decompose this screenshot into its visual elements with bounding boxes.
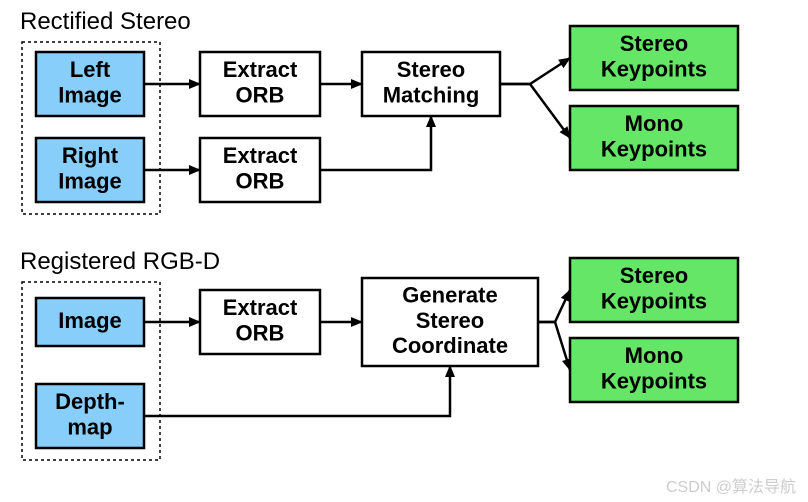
node-text-stereo-match-l0: Stereo xyxy=(397,57,465,82)
edge-e4 xyxy=(320,116,431,170)
node-text-mono-kp-1-l1: Keypoints xyxy=(601,136,707,161)
node-extract-orb-1: ExtractORB xyxy=(200,52,320,116)
node-text-left-image-l1: Image xyxy=(58,82,122,107)
edge-e5 xyxy=(500,58,570,84)
node-text-depth-map-l1: map xyxy=(67,414,112,439)
node-text-gen-stereo-l0: Generate xyxy=(402,283,497,308)
node-text-extract-orb-1-l1: ORB xyxy=(236,82,285,107)
edge-e10 xyxy=(538,290,570,322)
node-text-left-image-l0: Left xyxy=(70,57,111,82)
node-extract-orb-3: ExtractORB xyxy=(200,290,320,354)
node-text-mono-kp-1-l0: Mono xyxy=(625,111,684,136)
node-text-stereo-kp-1-l0: Stereo xyxy=(620,31,688,56)
node-left-image: LeftImage xyxy=(36,52,144,116)
node-text-mono-kp-2-l1: Keypoints xyxy=(601,368,707,393)
node-mono-kp-2: MonoKeypoints xyxy=(570,338,738,402)
node-stereo-match: StereoMatching xyxy=(362,52,500,116)
node-text-extract-orb-3-l0: Extract xyxy=(223,295,298,320)
edge-e9 xyxy=(144,366,450,416)
node-stereo-kp-1: StereoKeypoints xyxy=(570,26,738,90)
node-text-extract-orb-2-l1: ORB xyxy=(236,168,285,193)
node-stereo-kp-2: StereoKeypoints xyxy=(570,258,738,322)
node-text-stereo-kp-2-l0: Stereo xyxy=(620,263,688,288)
edge-e11 xyxy=(538,322,570,370)
section-label-top: Rectified Stereo xyxy=(20,8,191,35)
node-text-right-image-l1: Image xyxy=(58,168,122,193)
node-text-extract-orb-2-l0: Extract xyxy=(223,143,298,168)
node-text-gen-stereo-l1: Stereo xyxy=(416,308,484,333)
node-text-extract-orb-1-l0: Extract xyxy=(223,57,298,82)
node-gen-stereo: GenerateStereoCoordinate xyxy=(362,278,538,366)
node-depth-map: Depth-map xyxy=(36,384,144,448)
node-text-stereo-kp-2-l1: Keypoints xyxy=(601,288,707,313)
node-text-stereo-kp-1-l1: Keypoints xyxy=(601,56,707,81)
node-image: Image xyxy=(36,298,144,346)
edge-e6 xyxy=(500,84,570,138)
node-text-right-image-l0: Right xyxy=(62,143,119,168)
node-right-image: RightImage xyxy=(36,138,144,202)
node-text-stereo-match-l1: Matching xyxy=(383,82,480,107)
node-text-extract-orb-3-l1: ORB xyxy=(236,320,285,345)
node-mono-kp-1: MonoKeypoints xyxy=(570,106,738,170)
watermark-text: CSDN @算法导航 xyxy=(666,477,796,496)
node-extract-orb-2: ExtractORB xyxy=(200,138,320,202)
section-label-bottom: Registered RGB-D xyxy=(20,248,220,275)
node-text-image-l0: Image xyxy=(58,308,122,333)
node-text-depth-map-l0: Depth- xyxy=(55,389,125,414)
node-text-gen-stereo-l2: Coordinate xyxy=(392,333,508,358)
flowchart-diagram: LeftImageRightImageExtractORBExtractORBS… xyxy=(0,0,808,502)
node-text-mono-kp-2-l0: Mono xyxy=(625,343,684,368)
